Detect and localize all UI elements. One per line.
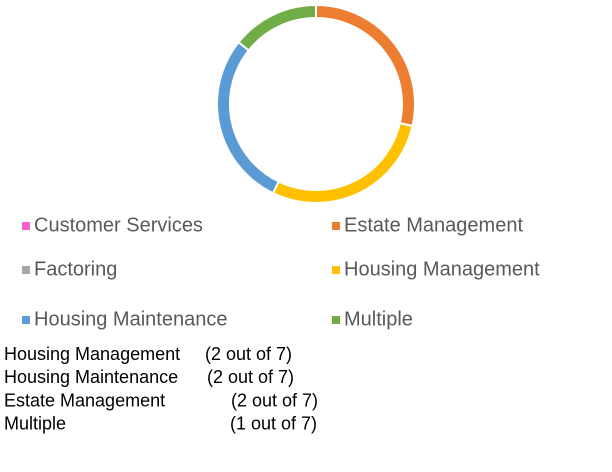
legend-swatch [22, 266, 30, 274]
legend-label: Estate Management [344, 214, 523, 236]
note-label: Housing Management [4, 344, 180, 364]
legend-label: Factoring [34, 258, 117, 280]
legend-label: Housing Management [344, 258, 540, 280]
note-label: Multiple [4, 414, 66, 434]
note-detail: (2 out of 7) [231, 390, 318, 410]
legend-label: Multiple [344, 308, 413, 330]
legend-swatch [332, 222, 340, 230]
note-label: Housing Maintenance [4, 367, 178, 387]
legend-swatch [332, 266, 340, 274]
legend-swatch [22, 316, 30, 324]
note-label: Estate Management [4, 390, 165, 410]
legend-swatch [22, 222, 30, 230]
donut-slice [237, 3, 317, 52]
note-detail: (1 out of 7) [230, 414, 317, 434]
legend-label: Housing Maintenance [34, 308, 227, 330]
legend-label: Customer Services [34, 214, 203, 236]
note-detail: (2 out of 7) [207, 367, 294, 387]
legend-swatch [332, 316, 340, 324]
note-detail: (2 out of 7) [205, 344, 292, 364]
